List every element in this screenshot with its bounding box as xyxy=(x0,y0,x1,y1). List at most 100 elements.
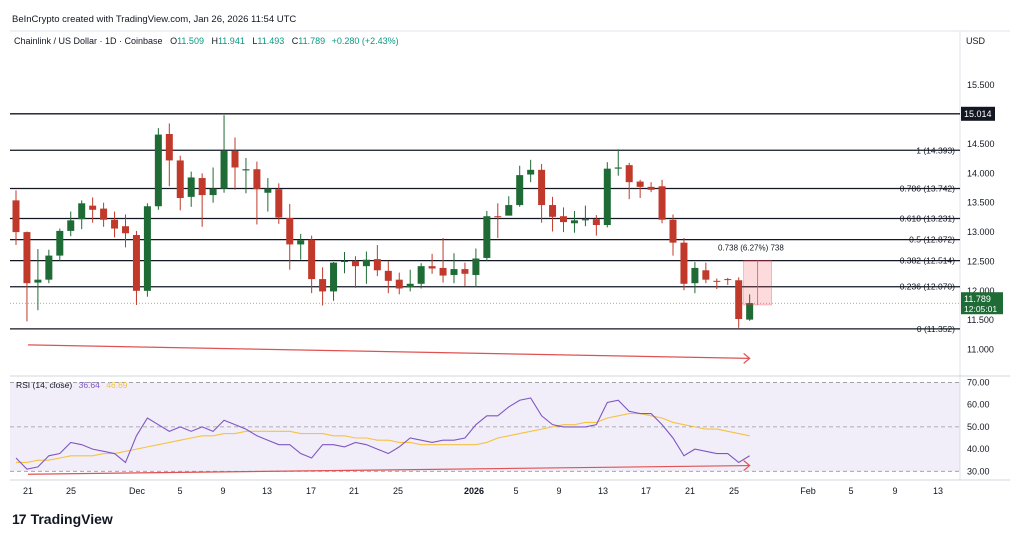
candle-up xyxy=(187,177,195,197)
candle-down xyxy=(647,186,655,190)
rsi-ma-value: 46.69 xyxy=(106,380,128,390)
candle-down xyxy=(308,239,316,280)
candle-down xyxy=(122,226,129,234)
candle-down xyxy=(373,259,381,271)
rsi-trendline-arrowhead xyxy=(743,460,751,472)
fib-level-label: 0.786 (13.742) xyxy=(900,184,955,194)
candle-down xyxy=(23,232,31,284)
last-price-text: 11.789 xyxy=(964,294,991,304)
price-tick-label: 13.000 xyxy=(967,227,995,237)
time-tick-label: 17 xyxy=(306,486,316,496)
time-tick-label: 9 xyxy=(556,486,561,496)
time-tick-label: 13 xyxy=(933,486,943,496)
symbol-name[interactable]: Chainlink / US Dollar · 1D · Coinbase xyxy=(14,36,163,46)
candle-down xyxy=(494,216,502,218)
candle-up xyxy=(450,269,458,275)
candle-down xyxy=(100,208,108,220)
candle-up xyxy=(209,188,217,196)
time-tick-label: 9 xyxy=(892,486,897,496)
candle-up xyxy=(220,151,228,189)
countdown-text: 12:05:01 xyxy=(964,304,997,314)
time-tick-label: 17 xyxy=(641,486,651,496)
candle-up xyxy=(505,205,513,216)
candle-down xyxy=(702,270,710,280)
rsi-tick-label: 30.00 xyxy=(967,466,990,476)
candle-up xyxy=(570,220,578,224)
candle-down xyxy=(275,189,283,218)
fib-level-label: 0.236 (12.070) xyxy=(900,282,955,292)
candle-down xyxy=(198,178,206,196)
candle-down xyxy=(428,266,436,269)
rsi-legend[interactable]: RSI (14, close) 36.64 46.69 xyxy=(16,380,128,390)
chart-attribution: BeInCrypto created with TradingView.com,… xyxy=(12,14,297,25)
fib-level-label: 0.618 (13.231) xyxy=(900,214,955,224)
candle-up xyxy=(242,169,250,171)
rsi-tick-label: 40.00 xyxy=(967,444,990,454)
candle-down xyxy=(165,133,173,161)
time-tick-label: 5 xyxy=(177,486,182,496)
high-label: H xyxy=(211,36,218,46)
time-tick-label: 13 xyxy=(598,486,608,496)
time-tick-label: 2026 xyxy=(464,486,484,496)
fib-level-label: 0.5 (12.872) xyxy=(909,235,955,245)
last-price-badge xyxy=(961,292,1003,315)
candle-up xyxy=(417,266,425,284)
candle-down xyxy=(669,219,677,243)
candle-up xyxy=(527,169,535,175)
candle-up xyxy=(691,267,699,284)
rsi-tick-label: 70.00 xyxy=(967,377,990,387)
currency-label[interactable]: USD xyxy=(966,36,986,46)
candle-up xyxy=(614,167,622,169)
price-tick-label: 14.500 xyxy=(967,139,995,149)
price-tick-label: 15.500 xyxy=(967,80,995,90)
time-tick-label: 25 xyxy=(729,486,739,496)
candle-up xyxy=(154,134,162,207)
price-tick-label: 12.500 xyxy=(967,256,995,266)
candle-down xyxy=(680,242,688,284)
rsi-tick-label: 50.00 xyxy=(967,422,990,432)
rsi-trendline xyxy=(27,464,750,475)
candle-up xyxy=(341,260,348,263)
tradingview-logo[interactable]: 17 TradingView xyxy=(12,511,113,527)
candle-down xyxy=(395,279,403,289)
time-tick-label: 21 xyxy=(349,486,359,496)
candle-up xyxy=(581,219,589,221)
close-value: 11.789 xyxy=(298,36,326,46)
candle-up xyxy=(56,230,64,256)
candle-down xyxy=(538,169,546,206)
price-tick-label: 11.500 xyxy=(967,315,994,325)
resistance-price-badge xyxy=(961,106,995,121)
candle-down xyxy=(231,151,239,168)
candle-down xyxy=(735,280,743,320)
candle-up xyxy=(78,203,86,220)
candle-down xyxy=(713,280,721,282)
candle-down xyxy=(658,186,666,220)
candle-down xyxy=(176,160,184,199)
symbol-ohlc-legend: Chainlink / US Dollar · 1D · Coinbase O1… xyxy=(14,36,399,46)
candle-up xyxy=(516,175,524,206)
time-tick-label: 13 xyxy=(262,486,272,496)
candle-down xyxy=(549,205,557,217)
candle-up xyxy=(746,303,754,320)
price-trendline-arrowhead xyxy=(743,352,751,364)
price-trendline xyxy=(27,344,750,359)
candle-up xyxy=(67,220,75,231)
candle-up xyxy=(483,216,491,258)
time-tick-label: 5 xyxy=(848,486,853,496)
candle-down xyxy=(89,205,97,210)
candle-down xyxy=(384,270,392,281)
candle-down xyxy=(592,219,600,226)
price-tick-label: 11.000 xyxy=(967,345,994,355)
close-label: C xyxy=(291,36,299,46)
candle-down xyxy=(319,279,327,292)
candle-down xyxy=(12,200,20,233)
candle-up xyxy=(472,258,480,275)
candle-up xyxy=(264,188,272,193)
change-value: +0.280 (+2.43%) xyxy=(331,36,399,46)
rsi-value: 36.64 xyxy=(78,380,100,390)
price-tick-label: 12.000 xyxy=(967,286,995,296)
price-tick-label: 14.000 xyxy=(967,168,995,178)
price-tick-label: 13.500 xyxy=(967,198,995,208)
candle-up xyxy=(603,168,611,226)
